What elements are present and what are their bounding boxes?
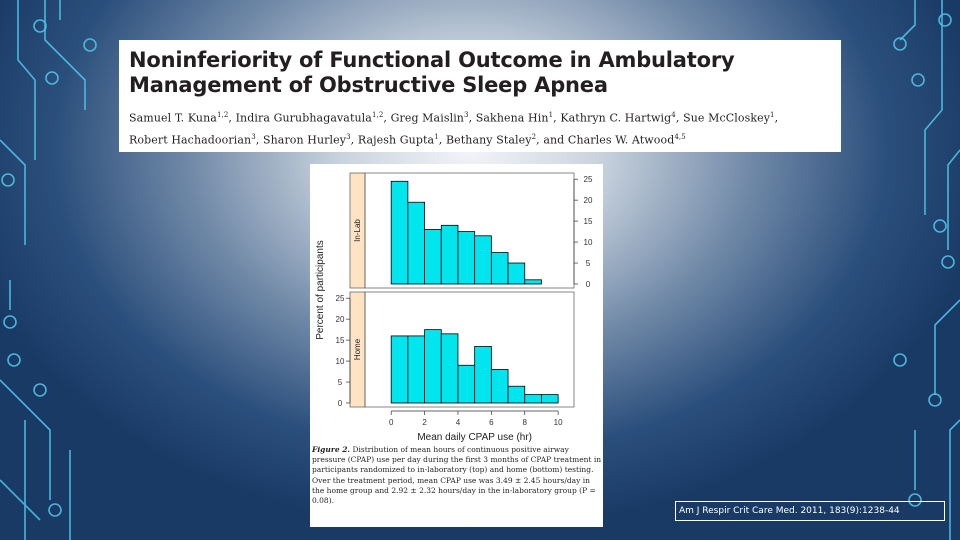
histogram-bar	[440, 224, 459, 285]
author-affiliation: 1	[770, 111, 775, 119]
figure-caption: Figure 2. Distribution of mean hours of …	[312, 445, 602, 506]
histogram-bar	[474, 346, 492, 404]
author-name: Robert Hachadoorian	[129, 133, 252, 147]
home-panel: Home 0 5 10 15 20 25	[336, 291, 575, 408]
caption-label: Figure 2.	[312, 445, 351, 454]
x-tick-label: 0	[389, 418, 394, 427]
y-axis-label: Percent of participants	[315, 240, 326, 340]
caption-line-6: in the in-laboratory group (P = 0.08).	[312, 485, 596, 506]
x-tick-label: 10	[554, 418, 563, 427]
author-name: Sharon Hurley	[262, 133, 347, 147]
y-tick-label: 25	[336, 294, 345, 303]
caption-line-5: 3.49 ± 2.45 hours/day in the home group …	[312, 475, 590, 495]
histogram-bar	[524, 279, 542, 285]
author-affiliation: 1	[434, 132, 439, 141]
author-affiliation: 1	[548, 111, 554, 119]
author-affiliation: 3	[464, 111, 469, 119]
author-line-2: Robert Hachadoorian3, Sharon Hurley3, Ra…	[129, 132, 686, 147]
author-affiliation: 1,2	[216, 111, 229, 119]
histogram-bar	[390, 335, 409, 404]
x-tick-label: 6	[489, 418, 494, 427]
author-name: Indira Gurubhagavatula	[235, 111, 372, 125]
author-affiliation: 4,5	[674, 132, 686, 141]
author-affiliation: 2	[531, 132, 537, 141]
author-line-1: Samuel T. Kuna1,2, Indira Gurubhagavatul…	[129, 111, 779, 125]
y-tick-label: 5	[586, 259, 591, 268]
paper-title-line-1: Noninferiority of Functional Outcome in …	[129, 48, 735, 72]
histogram-bar	[490, 252, 509, 285]
histogram-bar	[474, 235, 492, 285]
shared-axes: 0 2 4 6 8 10 Mean daily CPAP use (hr) Percent o…	[315, 240, 563, 443]
y-tick-label: 0	[338, 399, 343, 408]
citation-box: Am J Respir Crit Care Med. 2011, 183(9):…	[675, 501, 945, 521]
paper-title-line-2: Management of Obstructive Sleep Apnea	[129, 73, 608, 97]
author-name: Samuel T. Kuna	[129, 111, 217, 125]
author-name: Bethany Staley	[445, 133, 532, 147]
author-name: Sakhena Hin	[475, 111, 549, 125]
histogram-bar	[424, 329, 442, 404]
author-affiliation: 3	[346, 132, 351, 141]
y-tick-label: 10	[336, 357, 345, 366]
x-tick-label: 4	[456, 418, 461, 427]
histogram-bar	[390, 180, 409, 285]
y-tick-label: 10	[584, 238, 593, 247]
histogram-bar	[507, 385, 526, 404]
paper-title-card: Noninferiority of Functional Outcome in …	[119, 40, 841, 152]
y-tick-label: 5	[338, 378, 343, 387]
histogram-bar	[424, 229, 442, 285]
author-affiliation: 1,2	[371, 111, 384, 119]
caption-line-2: pressure (CPAP) use per day during the f…	[312, 455, 552, 465]
author-name: Kathryn C. Hartwig	[560, 111, 672, 125]
y-tick-label: 15	[584, 217, 593, 226]
author-name: and Charles W. Atwood	[543, 133, 675, 147]
y-tick-label: 25	[584, 175, 593, 184]
y-tick-label: 15	[336, 336, 345, 345]
caption-line-3: treatment in participants randomized to …	[312, 455, 602, 475]
y-tick-label: 0	[586, 280, 591, 289]
in-lab-panel: In-Lab 0 5 10 15 20 25	[349, 172, 593, 289]
histogram-bar	[524, 394, 542, 404]
histogram-bar	[457, 231, 476, 285]
plot-frame	[364, 291, 575, 408]
histogram-figure: In-Lab 0 5 10 15 20 25 Home 0 5 10 15 20 25 0 2 4 6 8 10 M…	[315, 172, 593, 443]
author-affiliation: 4	[671, 111, 676, 119]
x-tick-label: 2	[422, 418, 427, 427]
histogram-bar	[507, 262, 526, 285]
y-tick-label: 20	[336, 315, 345, 324]
histogram-bar	[407, 335, 425, 404]
caption-line-4: (bottom) testing. Over the treatment per…	[312, 465, 594, 485]
x-axis-label: Mean daily CPAP use (hr)	[417, 432, 532, 443]
author-name: Greg Maislin	[390, 111, 464, 125]
histogram-bar	[440, 333, 459, 404]
y-tick-label: 20	[584, 196, 593, 205]
author-name: Sue McCloskey	[683, 111, 771, 125]
panel-strip-label: Home	[353, 338, 362, 360]
histogram-bar	[457, 364, 476, 404]
x-tick-label: 8	[523, 418, 528, 427]
author-list: Samuel T. Kuna1,2, Indira Gurubhagavatul…	[129, 106, 831, 149]
author-affiliation: 3	[251, 132, 256, 141]
author-name: Rajesh Gupta	[357, 133, 435, 147]
histogram-bar	[490, 369, 509, 404]
caption-line-1: Distribution of mean hours of continuous…	[352, 445, 569, 454]
panel-strip-label: In-Lab	[353, 219, 362, 242]
histogram-bar	[407, 201, 425, 285]
histogram-bar	[541, 394, 559, 404]
